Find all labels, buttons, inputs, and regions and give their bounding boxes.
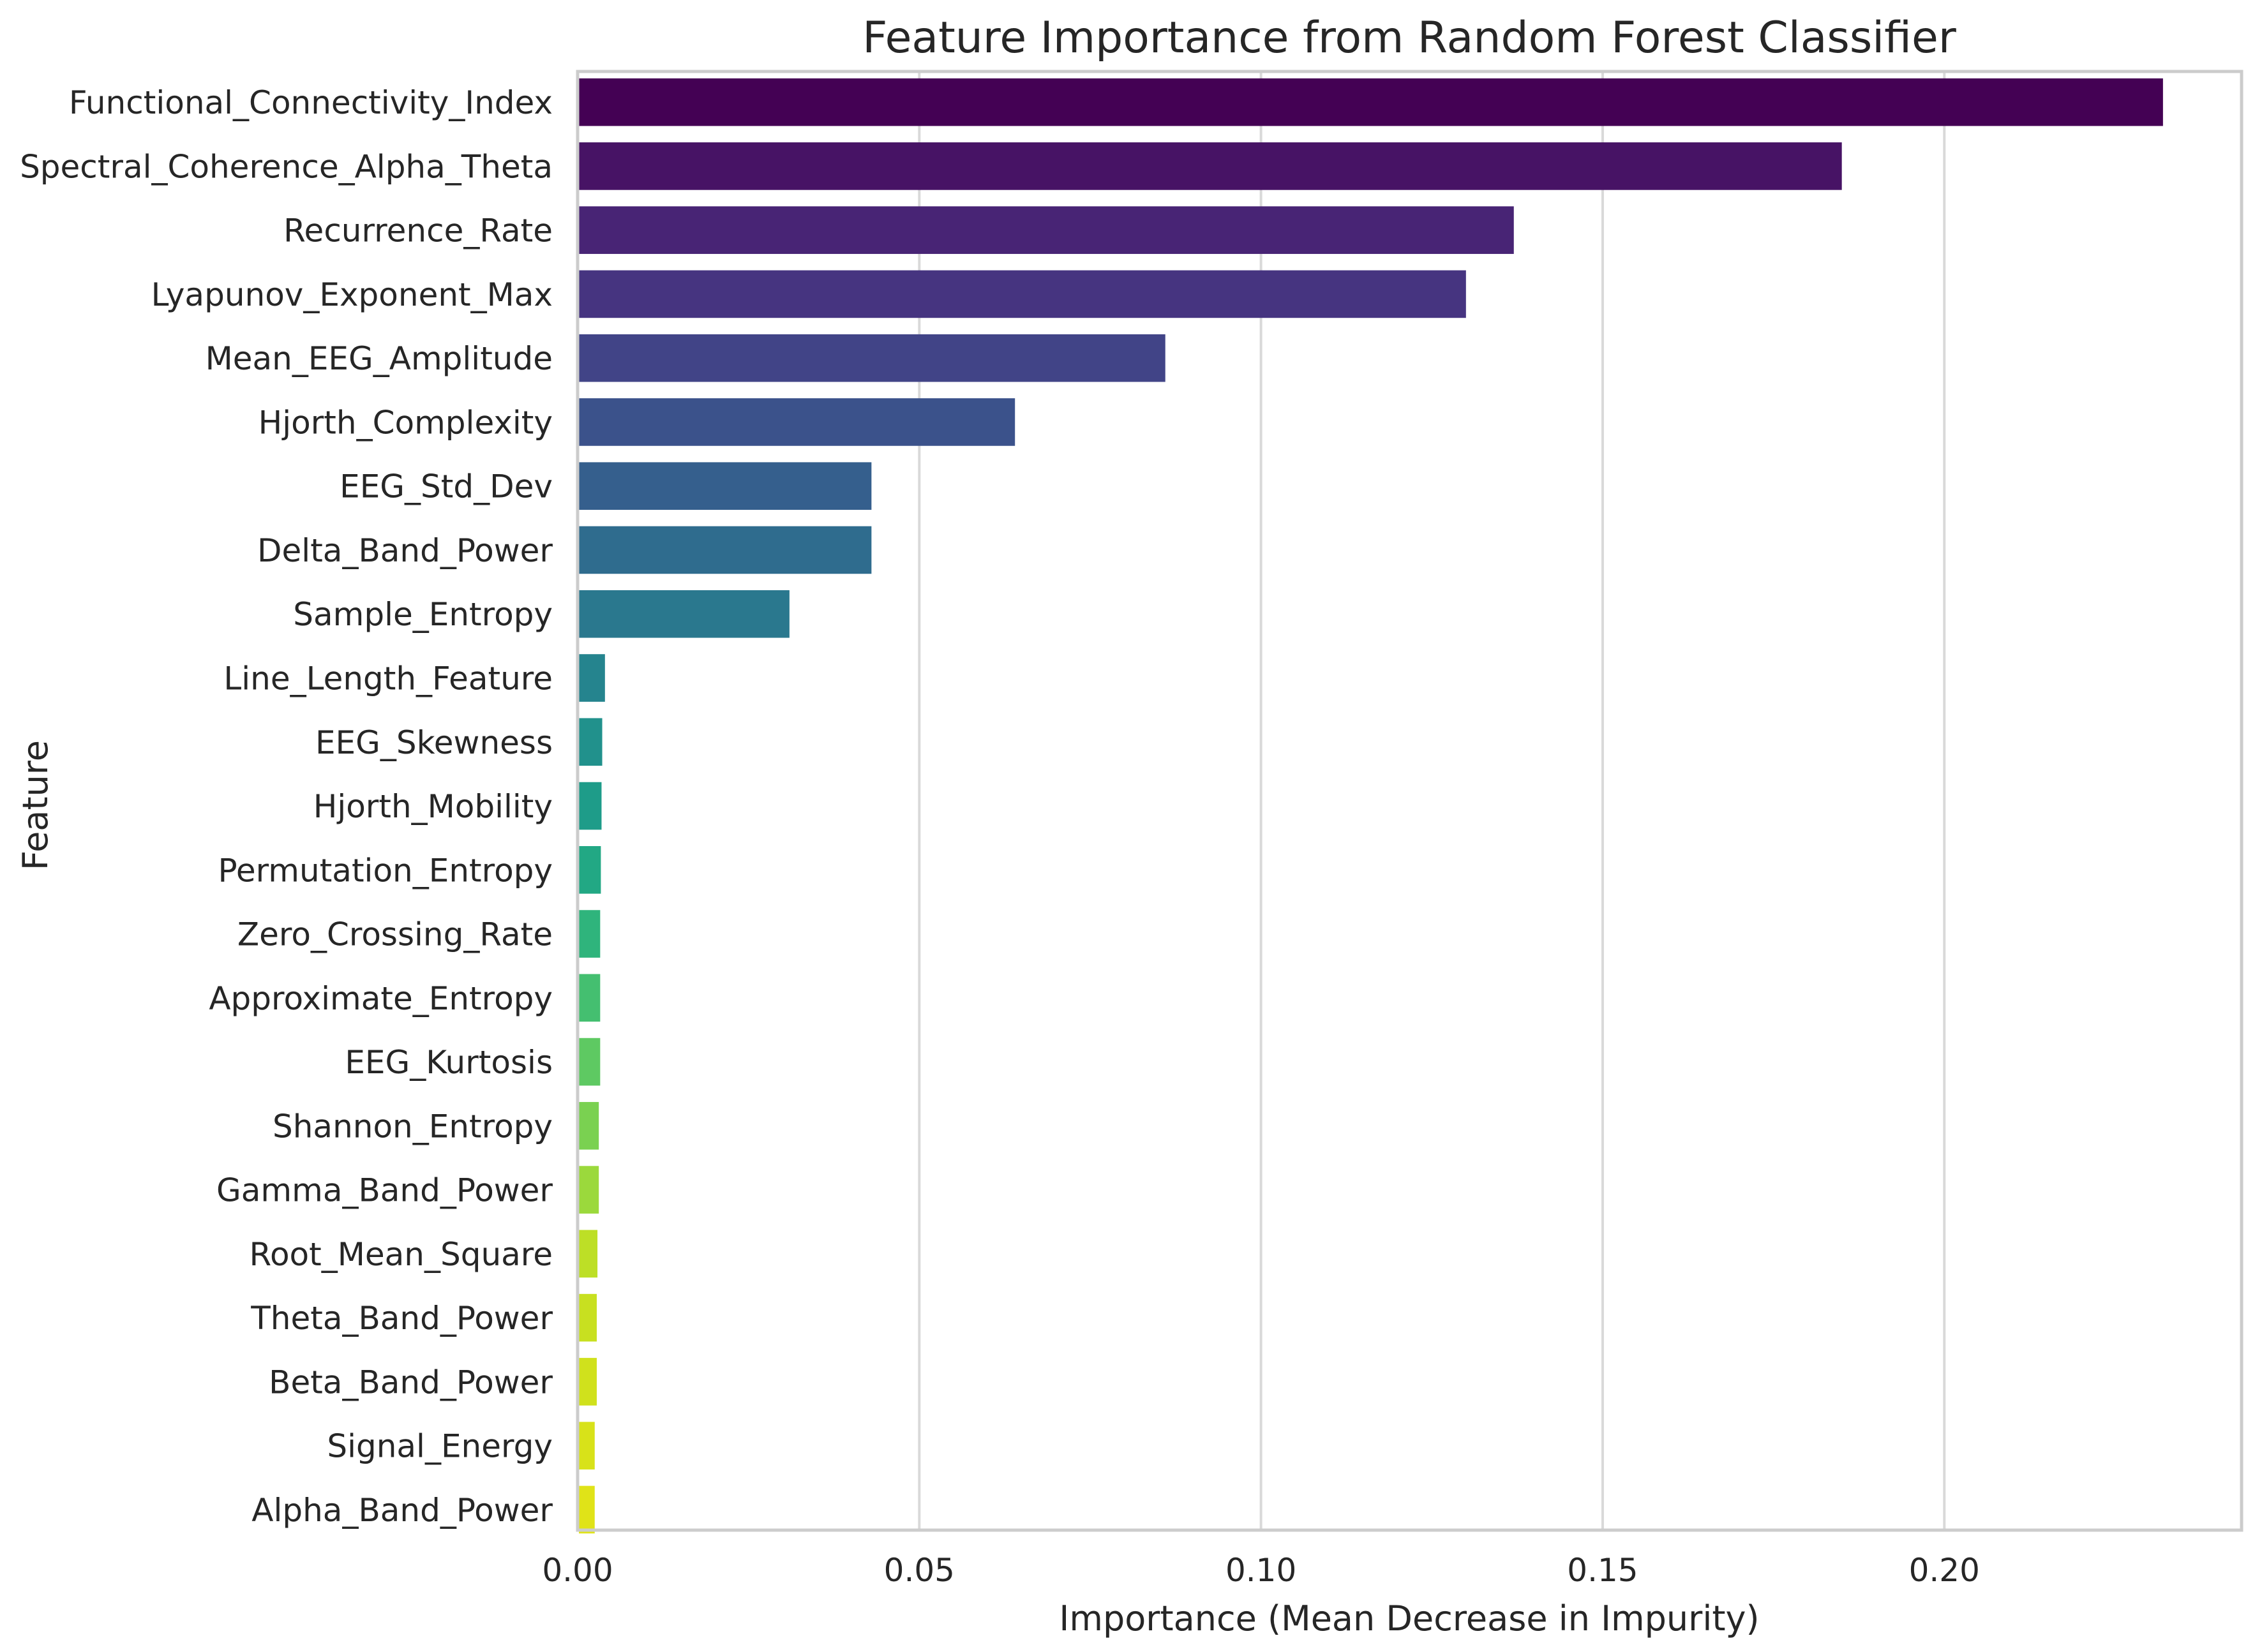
x-tick-label: 0.00	[542, 1552, 613, 1589]
y-tick-labels: Functional_Connectivity_Index Spectral_Co…	[20, 84, 553, 1529]
bar	[579, 1230, 598, 1278]
bar	[579, 1038, 601, 1086]
bar	[579, 78, 2163, 126]
y-tick-label: Signal_Energy	[327, 1428, 553, 1465]
y-tick-label: Delta_Band_Power	[257, 532, 553, 569]
y-tick-label: Recurrence_Rate	[283, 212, 553, 249]
y-tick-label: Alpha_Band_Power	[251, 1492, 553, 1529]
x-axis-label: Importance (Mean Decrease in Impurity)	[1059, 1598, 1759, 1639]
bar	[579, 654, 605, 702]
y-tick-label: Beta_Band_Power	[269, 1364, 553, 1401]
y-tick-label: Hjorth_Complexity	[258, 404, 553, 441]
y-tick-label: Root_Mean_Square	[249, 1236, 553, 1273]
bar	[579, 1102, 599, 1150]
bar	[579, 1166, 599, 1214]
y-tick-label: Hjorth_Mobility	[313, 788, 553, 825]
x-tick-label: 0.10	[1225, 1552, 1296, 1589]
bar	[579, 206, 1514, 254]
y-tick-label: Line_Length_Feature	[223, 660, 553, 697]
bars	[579, 78, 2163, 1534]
y-tick-label: Approximate_Entropy	[209, 980, 553, 1017]
bar	[579, 590, 790, 638]
y-tick-label: Mean_EEG_Amplitude	[206, 340, 553, 377]
y-tick-label: Functional_Connectivity_Index	[69, 84, 553, 121]
x-tick-label: 0.20	[1909, 1552, 1980, 1589]
bar	[579, 718, 603, 766]
y-tick-label: Zero_Crossing_Rate	[237, 916, 553, 953]
y-axis-label: Feature	[15, 740, 56, 870]
y-tick-label: Lyapunov_Exponent_Max	[151, 276, 553, 313]
bar	[579, 1358, 597, 1406]
bar	[579, 462, 872, 510]
y-tick-label: Gamma_Band_Power	[216, 1172, 553, 1209]
y-tick-label: Shannon_Entropy	[273, 1108, 553, 1145]
x-tick-label: 0.05	[884, 1552, 955, 1589]
x-tick-label: 0.15	[1567, 1552, 1638, 1589]
y-tick-label: Spectral_Coherence_Alpha_Theta	[20, 148, 553, 185]
bar	[579, 1422, 595, 1470]
bar	[579, 1293, 597, 1342]
x-tick-labels: 0.00 0.05 0.10 0.15 0.20	[542, 1552, 1980, 1589]
y-tick-label: Permutation_Entropy	[218, 852, 553, 889]
bar	[579, 1485, 595, 1534]
plot-frame	[576, 70, 2243, 1532]
y-tick-label: EEG_Std_Dev	[340, 468, 553, 505]
bar	[579, 845, 601, 894]
bar	[579, 526, 872, 574]
y-tick-label: EEG_Skewness	[315, 724, 553, 761]
y-tick-label: Sample_Entropy	[293, 596, 553, 633]
bar	[579, 974, 601, 1022]
chart-title: Feature Importance from Random Forest Cl…	[862, 13, 1956, 63]
bar	[579, 782, 602, 830]
bar	[579, 398, 1015, 446]
bar	[579, 270, 1466, 318]
bar	[579, 910, 601, 958]
y-tick-label: EEG_Kurtosis	[345, 1044, 553, 1081]
bar	[579, 142, 1842, 190]
bar	[579, 334, 1165, 382]
y-tick-label: Theta_Band_Power	[250, 1300, 553, 1337]
